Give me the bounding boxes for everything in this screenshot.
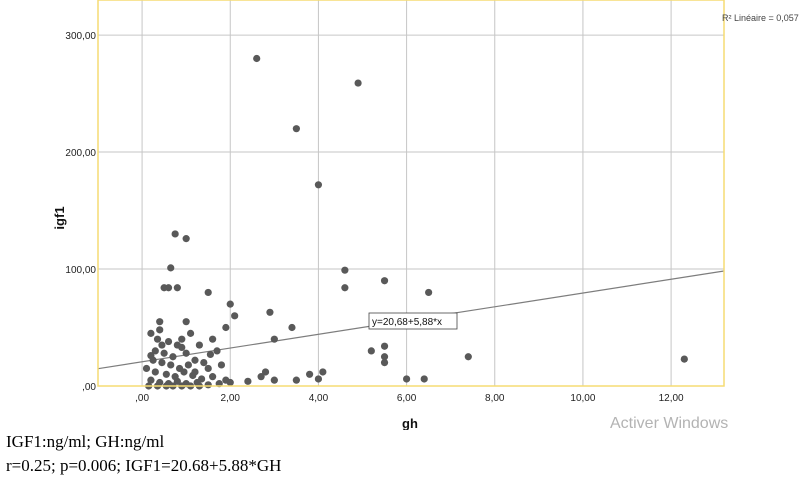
data-point [182,235,190,243]
data-point [191,368,199,376]
data-point [171,230,179,238]
data-point [147,329,155,337]
data-point [226,300,234,308]
data-point [206,350,215,359]
data-point [167,264,175,272]
data-point [213,347,221,355]
fit-equation-label: y=20,68+5,88*x [372,317,442,328]
data-point [158,341,166,349]
data-point [314,375,323,383]
data-point [306,370,314,378]
data-point [292,125,300,133]
data-point [142,364,151,373]
x-tick-label: 8,00 [485,393,505,404]
data-point [200,359,208,367]
data-point [147,351,155,360]
data-point [204,381,212,389]
data-point [160,349,168,357]
data-point [270,335,278,343]
activation-watermark: Activer Windows [610,415,729,432]
data-point [380,353,389,361]
data-point [402,375,411,383]
data-point [153,335,162,343]
x-tick-label: 4,00 [309,393,329,404]
y-axis-title: igf1 [52,206,67,229]
data-point [380,359,389,367]
data-point [226,378,234,387]
x-tick-label: ,00 [135,393,149,404]
data-point [270,376,278,384]
plot-area-border [97,0,725,387]
data-point [341,284,349,292]
x-tick-label: 6,00 [397,393,417,404]
data-point [184,361,192,369]
data-point [204,364,212,373]
data-point [231,312,239,320]
units-caption: IGF1:ng/ml; GH:ng/ml [6,432,165,451]
data-point [222,323,230,332]
data-point [209,335,217,343]
y-tick-label: ,00 [82,382,96,393]
x-tick-labels: ,00 2,00 4,00 6,00 8,00 10,00 12,00 [135,393,684,404]
x-tick-label: 12,00 [659,393,684,404]
data-point [173,377,181,385]
data-point [147,376,155,384]
fit-equation-box: y=20,68+5,88*x [368,312,458,330]
data-point [164,284,173,292]
y-tick-label: 200,00 [65,148,96,159]
y-tick-label: 100,00 [65,265,96,276]
data-point [162,370,170,378]
x-tick-label: 2,00 [221,393,241,404]
data-point [178,343,186,351]
data-point [191,356,199,364]
data-point [314,181,323,189]
data-point [167,361,175,369]
data-point [209,373,217,381]
stats-caption: r=0.25; p=0.006; IGF1=20.68+5.88*GH [6,456,282,475]
data-point [156,326,164,334]
data-point [253,54,261,63]
data-point [420,375,428,383]
x-axis-title: gh [402,416,418,430]
data-point [156,318,164,326]
data-point [195,341,203,349]
data-point [173,284,181,292]
data-point [288,323,296,332]
data-point [257,373,265,381]
data-point [217,361,226,369]
r2-label: R² Linéaire = 0,057 [722,13,799,23]
data-point [151,347,159,355]
data-point [354,79,362,87]
data-point [180,368,188,376]
data-point [292,376,300,384]
data-point [151,368,159,376]
data-point [367,347,375,355]
x-tick-label: 10,00 [570,393,595,404]
data-point [425,288,433,297]
data-point [266,308,274,316]
data-point [380,277,389,285]
data-point [244,377,252,385]
data-point [164,337,173,346]
data-point [261,368,270,376]
y-tick-labels: ,00 100,00 200,00 300,00 [65,31,96,393]
data-point [158,359,166,367]
scatter-chart: ,00 100,00 200,00 300,00 ,00 2,00 4,00 6,00 8,0… [52,0,799,430]
data-point [186,329,195,337]
data-point [680,355,688,363]
data-point [464,353,472,361]
data-point [178,335,186,343]
data-point [204,288,212,297]
data-point [319,368,327,376]
data-point [380,342,389,350]
data-point [182,318,190,326]
data-point [169,353,177,361]
data-point [182,349,190,357]
y-tick-label: 300,00 [65,31,96,42]
data-point [341,266,349,274]
